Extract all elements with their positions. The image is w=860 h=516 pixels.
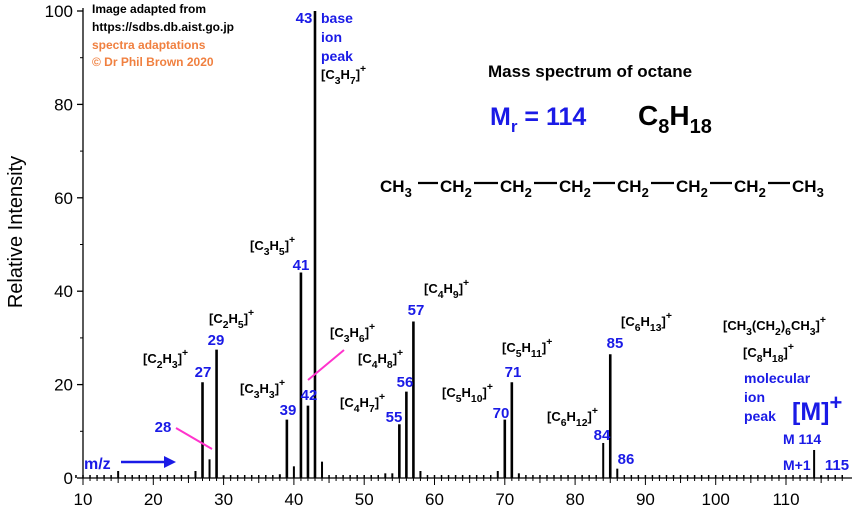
ion-label-85: [C6H13]+ [621, 311, 672, 334]
ion-label-condensed: [CH3(CH2)6CH3]+ [723, 315, 826, 338]
ion-label-27: [C2H3]+ [143, 348, 188, 371]
ion-label-55: [C4H7]+ [340, 392, 385, 415]
x-tick-label: 100 [702, 490, 730, 509]
credit-line-3: spectra adaptations [92, 38, 206, 52]
m-plus-1-label: M+1 [783, 457, 811, 473]
ion-label-39: [C3H3]+ [240, 378, 285, 401]
molecular-ion-symbol: [M]+ [792, 390, 842, 426]
mz-label-28: 28 [155, 419, 172, 436]
y-tick-label: 0 [64, 469, 73, 488]
y-tick-label: 100 [45, 2, 73, 21]
mz-label-85: 85 [607, 335, 624, 352]
mz-label-41: 41 [293, 257, 310, 274]
mz-label-39: 39 [280, 402, 297, 419]
ion-label-56: [C4H8]+ [358, 348, 403, 371]
mz-label-42: 42 [301, 387, 318, 404]
mz-label-27: 27 [195, 364, 212, 381]
x-tick-label: 80 [566, 490, 585, 509]
m-114-label: M 114 [783, 431, 821, 447]
y-axis-label: Relative Intensity [5, 156, 27, 308]
structure-group-2: CH2 [500, 177, 532, 200]
mz-label-29: 29 [208, 332, 225, 349]
x-tick-label: 50 [355, 490, 374, 509]
ion-label-41: [C3H5]+ [250, 235, 295, 258]
pointer-42 [307, 349, 345, 381]
y-tick-label: 60 [54, 189, 73, 208]
mz-label-43: 43 [296, 10, 313, 27]
x-tick-label: 110 [772, 490, 799, 509]
credit-line-2: https://sdbs.db.aist.go.jp [92, 20, 234, 34]
y-tick-label: 20 [54, 376, 73, 395]
credit-line-1: Image adapted from [92, 2, 206, 16]
y-tick-label: 80 [54, 95, 73, 114]
mz-label-70: 70 [493, 405, 510, 422]
x-tick-label: 30 [214, 490, 233, 509]
structure-group-0: CH3 [380, 177, 412, 200]
mz-label-55: 55 [386, 409, 403, 426]
peaks [75, 11, 843, 478]
ion-label-42: [C3H6]+ [330, 322, 375, 345]
molecular-ion-label-1: molecular [744, 370, 811, 386]
mz-label-115: 115 [825, 457, 849, 474]
ion-label-114: [C8H18]+ [743, 342, 794, 365]
axes: 0 20 40 60 80 100 10 20 30 40 50 60 70 80 90 100 110 [45, 2, 852, 509]
pointer-28 [175, 427, 213, 450]
mz-label-84: 84 [594, 427, 611, 444]
ion-label-84: [C6H12]+ [547, 406, 598, 429]
mz-label-57: 57 [408, 302, 425, 319]
x-axis-label: m/z [84, 456, 111, 473]
chart-title: Mass spectrum of octane [488, 62, 692, 81]
base-peak-label-2: ion [321, 29, 342, 45]
structural-formula: CH3 CH2 CH2 CH2 CH2 CH2 CH2 CH3 [380, 177, 824, 200]
mz-arrow-icon [121, 456, 176, 468]
ion-label-29: [C2H5]+ [209, 308, 254, 331]
structure-group-7: CH3 [792, 177, 824, 200]
structure-group-6: CH2 [734, 177, 766, 200]
structure-group-4: CH2 [617, 177, 649, 200]
x-tick-label: 20 [144, 490, 163, 509]
structure-group-3: CH2 [559, 177, 591, 200]
x-tick-label: 60 [425, 490, 444, 509]
base-peak-label-1: base [321, 10, 353, 26]
relative-mass-label: Mr = 114 [490, 103, 586, 136]
fragment-labels: 27 [C2H3]+ 28 29[C2H5]+ 39[C3H3]+ 41[C3H5]+ 42… [143, 10, 849, 474]
base-peak-label-3: peak [321, 48, 353, 64]
molecular-formula: C8H18 [638, 100, 712, 138]
x-tick-label: 90 [636, 490, 655, 509]
x-tick-label: 70 [495, 490, 514, 509]
molecular-ion-label-3: peak [744, 408, 776, 424]
ion-label-71: [C5H11]+ [502, 337, 552, 360]
x-tick-label: 40 [284, 490, 303, 509]
structure-group-5: CH2 [676, 177, 708, 200]
x-tick-label: 10 [74, 490, 93, 509]
structure-group-1: CH2 [440, 177, 472, 200]
y-tick-label: 40 [54, 282, 73, 301]
molecular-ion-label-2: ion [744, 389, 765, 405]
credit-line-4: © Dr Phil Brown 2020 [92, 55, 214, 69]
ion-label-70: [C5H10]+ [442, 382, 493, 405]
mz-label-56: 56 [397, 374, 414, 391]
ion-label-57: [C4H9]+ [424, 278, 469, 301]
ion-label-43: [C3H7]+ [321, 64, 366, 87]
mz-label-71: 71 [505, 364, 522, 381]
mz-label-86: 86 [618, 451, 635, 468]
